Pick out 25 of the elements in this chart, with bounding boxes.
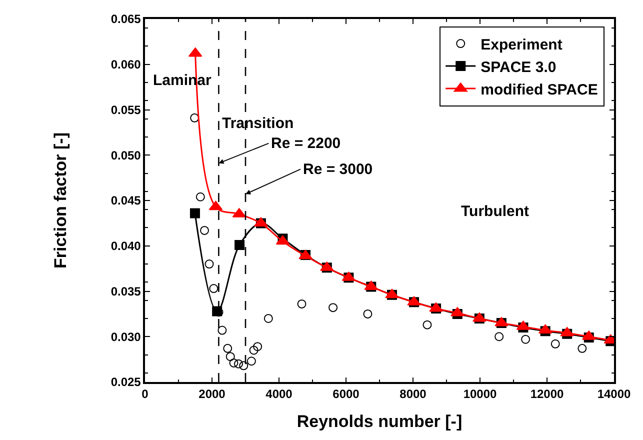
x-tick-label: 14000 <box>597 387 632 402</box>
x-tick-label: 2000 <box>198 387 226 402</box>
y-tick-label: 0.040 <box>110 239 142 254</box>
annotation: Re = 3000 <box>303 161 373 178</box>
x-tick-label: 6000 <box>332 387 360 402</box>
annotation: Re = 2200 <box>271 135 341 152</box>
x-tick-label: 4000 <box>266 387 293 402</box>
y-tick-label: 0.050 <box>110 148 142 162</box>
legend-label: modified SPACE <box>480 81 598 98</box>
x-axis-title: Reynolds number [-] <box>296 412 462 432</box>
legend-label: SPACE 3.0 <box>480 58 556 76</box>
y-tick-label: 0.045 <box>110 194 142 208</box>
y-tick-label: 0.030 <box>110 330 142 344</box>
y-tick-label: 0.035 <box>110 284 142 298</box>
x-tick-label: 12000 <box>530 387 564 402</box>
x-tick-label: 10000 <box>463 387 498 402</box>
y-axis-title: Friction factor [-] <box>50 132 70 268</box>
y-tick-label: 0.025 <box>110 375 142 390</box>
annotation: Turbulent <box>461 203 530 220</box>
y-tick-label: 0.060 <box>110 58 142 72</box>
x-tick-label: 8000 <box>400 387 427 402</box>
legend-label: Experiment <box>480 36 562 54</box>
x-tick-label: 0 <box>142 387 149 402</box>
y-tick-label: 0.065 <box>110 12 142 26</box>
y-tick-label: 0.055 <box>110 102 142 117</box>
